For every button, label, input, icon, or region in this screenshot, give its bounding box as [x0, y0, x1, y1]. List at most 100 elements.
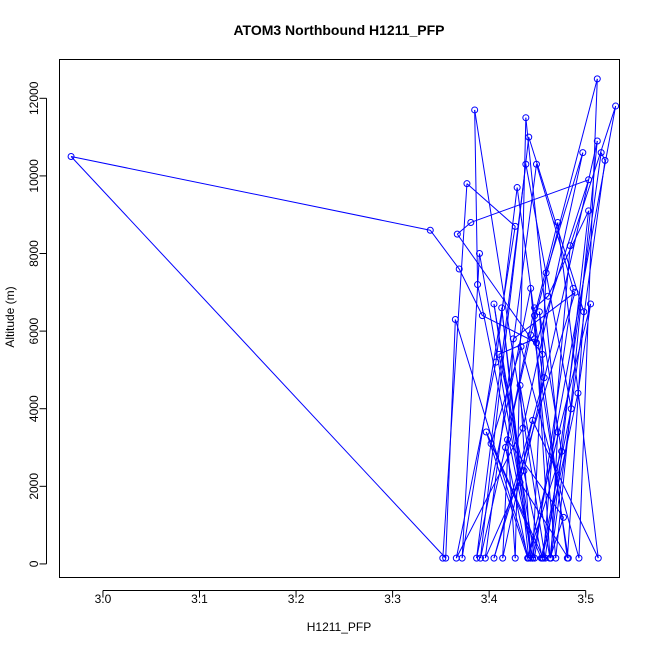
data-point [597, 149, 605, 157]
series-line-segment [485, 431, 529, 559]
series-line-segment [501, 307, 530, 559]
data-point [452, 554, 460, 562]
series-line-segment [534, 315, 551, 559]
data-point [525, 554, 533, 562]
series-line-segment [507, 439, 516, 559]
x-tick-label: 3.1 [191, 592, 208, 606]
data-point [487, 440, 495, 448]
series-line-segment [512, 291, 576, 340]
y-tick-label: 8000 [27, 240, 41, 267]
data-point [546, 554, 554, 562]
y-axis: 0 2000 4000 6000 8000 10000 12000 [27, 81, 47, 567]
data-point [535, 308, 543, 316]
data-point [567, 405, 575, 413]
data-point [538, 350, 546, 358]
data-point [482, 428, 490, 436]
data-point [529, 416, 537, 424]
data-point [517, 343, 525, 351]
series-line-segment [549, 517, 564, 559]
data-point [585, 207, 593, 215]
data-point [471, 106, 479, 114]
series-line-segment [502, 420, 534, 559]
data-point [560, 513, 567, 521]
data-point [571, 288, 579, 296]
series-line-segment [455, 362, 497, 559]
chart-title: ATOM3 Northbound H1211_PFP [233, 22, 444, 38]
data-point [498, 304, 506, 312]
series-line-segment [523, 140, 598, 471]
data-point [511, 554, 519, 562]
data-point [532, 160, 540, 168]
series-line-segment [495, 187, 518, 363]
data-point [516, 478, 524, 486]
series-line-segment [454, 319, 530, 559]
data-point [575, 554, 583, 562]
series-line-segment [466, 183, 516, 227]
data-point [566, 242, 574, 250]
data-point [520, 467, 528, 475]
y-tick-label: 6000 [27, 317, 41, 344]
data-point [594, 554, 602, 562]
data-point [439, 554, 447, 562]
data-point [527, 554, 535, 562]
data-point [451, 315, 459, 323]
data-point [509, 335, 517, 343]
y-tick-label: 2000 [27, 473, 41, 500]
data-point [522, 160, 530, 168]
y-tick-label: 10000 [27, 159, 41, 193]
x-tick-label: 3.4 [481, 592, 498, 606]
series-line-segment [482, 315, 537, 344]
series-line-segment [507, 439, 564, 518]
data-point [504, 436, 511, 444]
data-point [542, 269, 550, 277]
series-line-segment [429, 229, 460, 270]
series-line-segment [514, 117, 527, 559]
series-line-segment [566, 311, 585, 559]
data-point [492, 358, 500, 366]
series-line-segment [535, 179, 590, 343]
data-point [481, 554, 489, 562]
series-line-segment [544, 152, 602, 559]
series-line-segment [600, 152, 606, 161]
series-line-segment [530, 78, 598, 336]
y-tick-label: 12000 [27, 81, 41, 115]
series-line-segment [542, 245, 571, 559]
series-line-segment [538, 311, 563, 452]
y-tick-label: 0 [27, 560, 41, 567]
series-line-segment [484, 164, 537, 559]
series-line-segment [540, 408, 572, 559]
data-point [580, 308, 588, 316]
series-line-segment [569, 105, 617, 246]
data-point [587, 300, 595, 308]
data-point [554, 218, 562, 226]
data-point [67, 153, 75, 161]
data-point [473, 554, 481, 562]
series-line-segment [476, 164, 527, 559]
data-point [442, 554, 450, 562]
data-point [585, 176, 593, 184]
data-point [467, 218, 475, 226]
data-point [554, 428, 562, 436]
data-point [539, 554, 547, 562]
data-point [502, 444, 510, 452]
series-line-segment [461, 226, 516, 559]
series-line-segment [527, 451, 563, 559]
data-point [527, 284, 535, 292]
series-line-segment [505, 447, 529, 559]
data-point [495, 350, 503, 358]
series-line-segment [474, 109, 546, 559]
data-point [593, 75, 601, 83]
series-line-segment [474, 109, 479, 285]
data-point [601, 156, 609, 164]
x-tick-label: 3.3 [384, 592, 401, 606]
data-point [499, 554, 507, 562]
data-point [513, 184, 521, 192]
data-point [531, 312, 539, 320]
series-line-segment [498, 338, 535, 355]
data-point [532, 339, 540, 347]
data-point [544, 292, 552, 300]
series-line-segment [525, 164, 572, 409]
series-line-segment [470, 179, 589, 223]
data-point [612, 102, 620, 110]
